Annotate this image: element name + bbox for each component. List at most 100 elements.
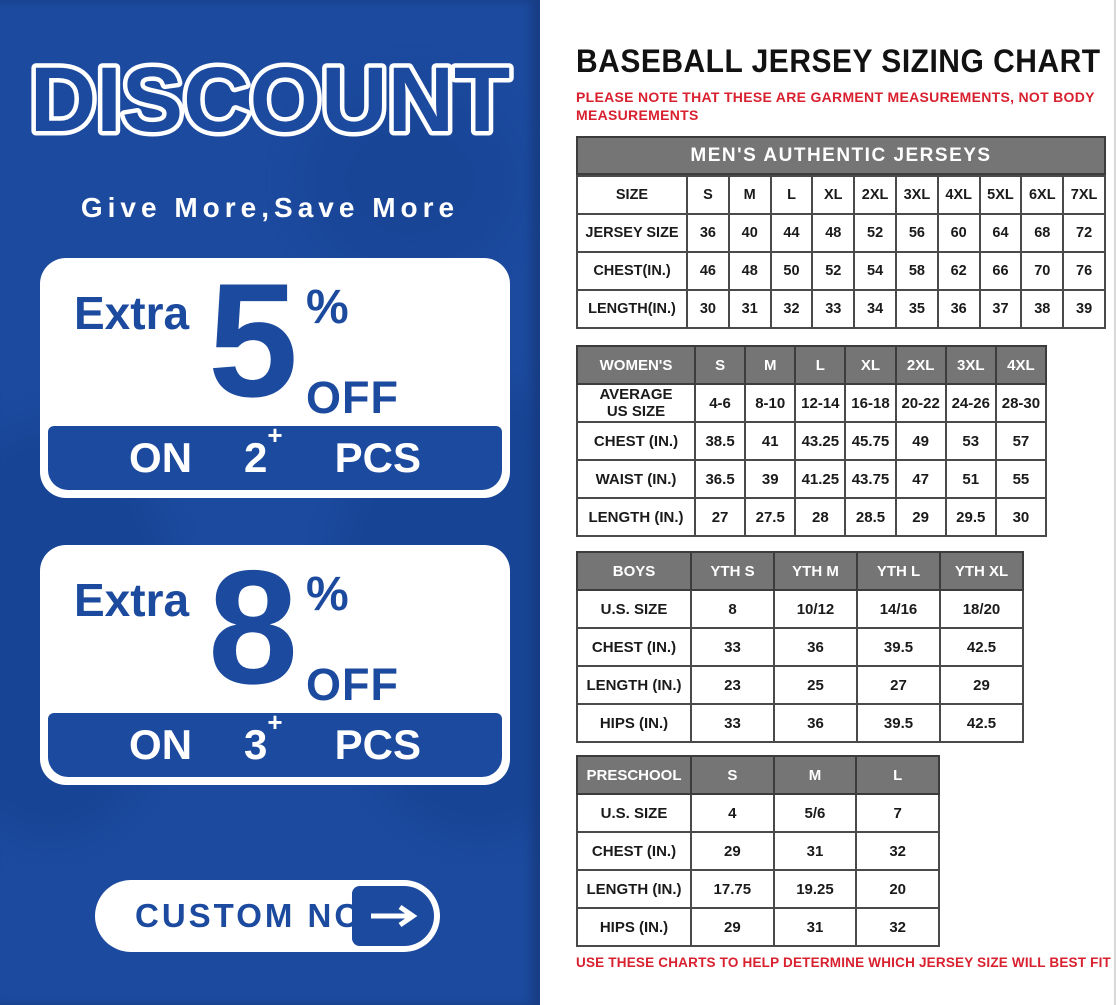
cell-value: 23 — [690, 665, 775, 706]
cell-value: 54 — [853, 251, 897, 292]
cell-value: 68 — [1020, 213, 1065, 254]
table-row: CHEST (IN.) 38.5 41 43.25 45.75 49 53 57 — [576, 421, 1048, 462]
table-row: JERSEY SIZE 36 40 44 48 52 56 60 64 68 72 — [576, 213, 1106, 254]
table-row: HIPS (IN.) 29 31 32 — [576, 907, 940, 948]
offer-card-8-percent: Extra 8 % OFF ON 3+ PCS — [40, 545, 510, 785]
table-row: CHEST (IN.) 33 36 39.5 42.5 — [576, 627, 1024, 668]
offer-on-label: ON — [129, 721, 193, 768]
boys-sizing-table: BOYS YTH S YTH M YTH L YTH XL U.S. SIZE 8 10/12… — [576, 551, 1024, 744]
womens-sizing-table: WOMEN'S S M L XL 2XL 3XL 4XL AVERAGE US SIZE 4-6 8… — [576, 345, 1048, 538]
cell-value: 29 — [690, 831, 775, 872]
cell-value: 40 — [727, 213, 772, 254]
offer-extra-label: Extra — [74, 287, 190, 339]
column-header: 2XL — [894, 345, 947, 386]
cell-value: 56 — [894, 213, 939, 254]
cell-value: 70 — [1020, 251, 1065, 292]
cell-value: 39 — [744, 459, 797, 500]
cell-value: 72 — [1062, 213, 1106, 254]
cell-value: 16-18 — [844, 383, 897, 424]
cell-value: 50 — [769, 251, 814, 292]
offer-percent-sign: % — [306, 281, 349, 334]
row-label: AVERAGE US SIZE — [576, 383, 696, 424]
cell-value: 32 — [769, 289, 814, 330]
cell-value: 43.25 — [794, 421, 847, 462]
mens-table-banner: MEN'S AUTHENTIC JERSEYS — [576, 136, 1106, 176]
cell-value: 36 — [773, 627, 858, 668]
cell-value: 32 — [855, 831, 940, 872]
cell-value: 36 — [773, 703, 858, 744]
offer-quantity: 2+ — [244, 420, 283, 481]
cell-value: 35 — [894, 289, 939, 330]
column-header: S — [693, 345, 747, 386]
table-row: LENGTH (IN.) 23 25 27 29 — [576, 665, 1024, 706]
cell-value: 28-30 — [994, 383, 1048, 424]
cell-value: 43.75 — [844, 459, 897, 500]
header-row: PRESCHOOL S M L — [576, 755, 940, 796]
column-header: WOMEN'S — [576, 345, 696, 386]
cell-value: 37 — [978, 289, 1023, 330]
fit-advice-note: USE THESE CHARTS TO HELP DETERMINE WHICH… — [576, 955, 1116, 971]
offer-pcs-label: PCS — [334, 434, 421, 481]
column-header: 6XL — [1020, 175, 1065, 216]
cell-value: 34 — [853, 289, 897, 330]
cell-value: 20 — [855, 869, 940, 910]
offer-quantity-bar: ON 3+ PCS — [48, 709, 502, 777]
column-header: S — [686, 175, 730, 216]
preschool-sizing-table: PRESCHOOL S M L U.S. SIZE 4 5/6 7 CHEST (IN.) 29 3… — [576, 755, 940, 948]
cell-value: 8-10 — [744, 383, 797, 424]
cell-value: 53 — [944, 421, 997, 462]
cell-value: 28.5 — [844, 497, 897, 538]
column-header: M — [772, 755, 858, 796]
table-row: U.S. SIZE 8 10/12 14/16 18/20 — [576, 589, 1024, 630]
column-header: S — [690, 755, 775, 796]
cell-value: 7 — [855, 793, 940, 834]
row-label: LENGTH (IN.) — [576, 869, 692, 910]
table-row: LENGTH (IN.) 17.75 19.25 20 — [576, 869, 940, 910]
garment-measurement-note: PLEASE NOTE THAT THESE ARE GARMENT MEASU… — [576, 89, 1095, 124]
row-label: LENGTH (IN.) — [576, 665, 692, 706]
column-header: YTH L — [856, 551, 941, 592]
promo-subtitle: Give More,Save More — [80, 192, 460, 223]
row-label: WAIST (IN.) — [576, 459, 696, 500]
cell-value: 29 — [939, 665, 1024, 706]
promo-panel: DISCOUNT Give More,Save More Extra 5 % O… — [0, 0, 540, 1005]
column-header: YTH XL — [939, 551, 1024, 592]
cell-value: 14/16 — [856, 589, 941, 630]
cell-value: 46 — [686, 251, 730, 292]
offer-off-label: OFF — [306, 372, 399, 423]
cell-value: 55 — [994, 459, 1048, 500]
right-arrow-icon — [371, 904, 418, 928]
table-row: CHEST (IN.) 29 31 32 — [576, 831, 940, 872]
column-header: 3XL — [894, 175, 939, 216]
column-header: SIZE — [576, 175, 688, 216]
offer-quantity-bar: ON 2+ PCS — [48, 420, 502, 490]
arrow-box — [352, 886, 434, 946]
cell-value: 42.5 — [939, 703, 1024, 744]
offer-percent-sign: % — [306, 568, 349, 621]
cell-value: 33 — [690, 703, 775, 744]
custom-now-button[interactable]: CUSTOM NOW — [95, 880, 440, 952]
offer-value: 5 — [208, 250, 299, 431]
column-header: 2XL — [853, 175, 897, 216]
cell-value: 4-6 — [693, 383, 747, 424]
offer-off-label: OFF — [306, 659, 399, 710]
cell-value: 28 — [794, 497, 847, 538]
row-label: HIPS (IN.) — [576, 907, 692, 948]
cell-value: 31 — [727, 289, 772, 330]
row-label: JERSEY SIZE — [576, 213, 688, 254]
cell-value: 30 — [994, 497, 1048, 538]
column-header: L — [794, 345, 847, 386]
cell-value: 52 — [853, 213, 897, 254]
cell-value: 36.5 — [693, 459, 747, 500]
cell-value: 36 — [686, 213, 730, 254]
row-label: CHEST (IN.) — [576, 831, 692, 872]
cell-value: 31 — [772, 907, 858, 948]
row-label: CHEST (IN.) — [576, 421, 696, 462]
cell-value: 38.5 — [693, 421, 747, 462]
plus-sign: + — [267, 420, 283, 450]
cell-value: 45.75 — [844, 421, 897, 462]
cell-value: 51 — [944, 459, 997, 500]
table-row: LENGTH(IN.) 30 31 32 33 34 35 36 37 38 39 — [576, 289, 1106, 330]
table-row: AVERAGE US SIZE 4-6 8-10 12-14 16-18 20-22 24-… — [576, 383, 1048, 424]
column-header: L — [769, 175, 814, 216]
